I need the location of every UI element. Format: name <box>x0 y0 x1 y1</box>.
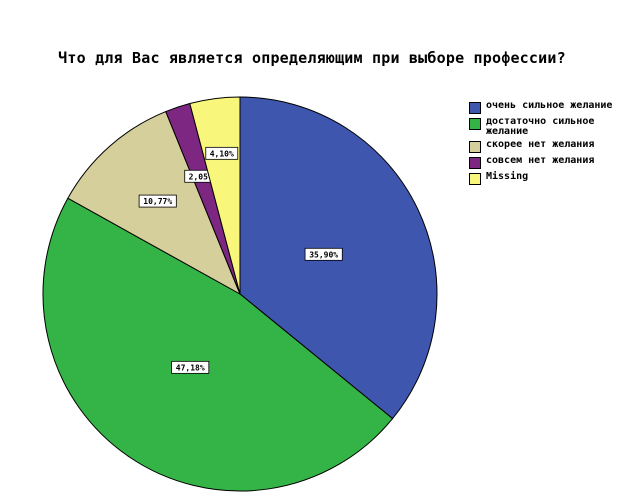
legend-swatch <box>469 141 481 153</box>
legend-item: очень сильное желание <box>469 101 619 114</box>
slice-label-box <box>304 247 343 261</box>
slice-label-text: 35,90% <box>309 250 338 259</box>
legend-label: скорее нет желания <box>486 139 595 150</box>
pie-slice <box>42 197 394 492</box>
slice-label-text: 4,10% <box>210 149 234 158</box>
legend-label: очень сильное желание <box>486 100 613 111</box>
legend-swatch <box>469 118 481 130</box>
slice-label: 35,90% <box>304 247 343 261</box>
slice-label-text: 10,77% <box>143 197 172 206</box>
legend-item: совсем нет желания <box>469 156 619 169</box>
legend-item: достаточно сильное желание <box>469 117 619 137</box>
slice-label-text: 47,18% <box>176 363 205 372</box>
slice-label-box <box>171 360 210 374</box>
legend-swatch <box>469 173 481 185</box>
slice-label: 10,77% <box>138 194 177 208</box>
pie-slice <box>189 96 241 295</box>
slice-label-text: 2,05% <box>189 172 213 181</box>
legend-label: достаточно сильное желание <box>486 116 595 137</box>
legend: очень сильное желание достаточно сильное… <box>469 101 619 188</box>
legend-swatch <box>469 102 481 114</box>
legend-swatch <box>469 157 481 169</box>
legend-item: Missing <box>469 172 619 185</box>
legend-label: совсем нет желания <box>486 155 595 166</box>
chart-title: Что для Вас является определяющим при вы… <box>58 49 566 67</box>
legend-item: скорее нет желания <box>469 140 619 153</box>
slice-label-box <box>138 194 177 208</box>
slice-label: 4,10% <box>205 146 239 160</box>
slice-label-box <box>205 146 239 160</box>
slice-label: 47,18% <box>171 360 210 374</box>
legend-label: Missing <box>486 171 529 182</box>
